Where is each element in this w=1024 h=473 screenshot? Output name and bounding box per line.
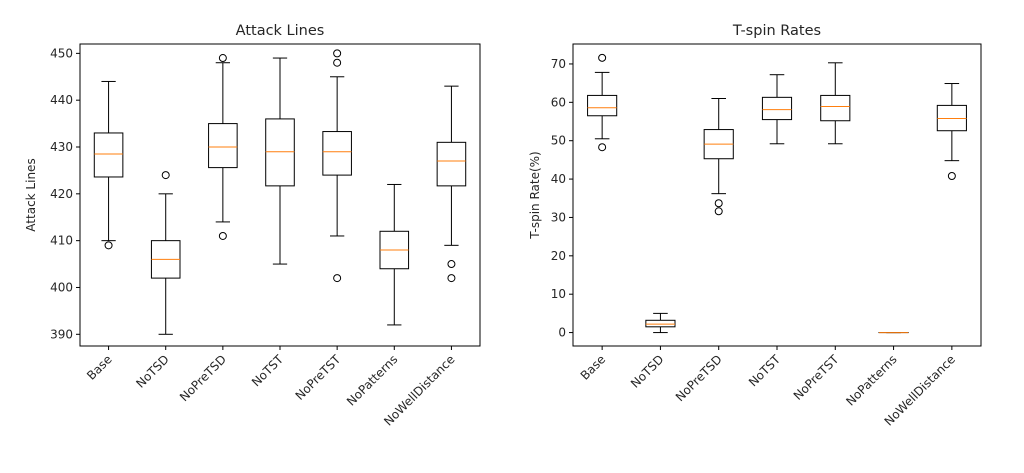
box-nopretst: [821, 63, 850, 144]
outlier-point: [448, 261, 455, 268]
box-body: [821, 95, 850, 120]
box-body: [646, 320, 675, 327]
outlier-point: [219, 55, 226, 62]
y-tick-label: 30: [551, 210, 566, 224]
y-tick-label: 50: [551, 134, 566, 148]
box-notst: [266, 58, 295, 264]
x-tick-label: NoTSD: [628, 352, 667, 391]
box-base: [588, 54, 617, 150]
chart-title: Attack Lines: [236, 23, 325, 39]
chart-title: T-spin Rates: [732, 23, 821, 39]
x-tick-label: NoTSD: [133, 352, 172, 391]
x-tick-label: NoPreTSD: [673, 352, 725, 404]
y-tick-label: 410: [50, 234, 73, 248]
box-body: [94, 133, 123, 177]
tspin-rates-chart: T-spin Rates T-spin Rate(%) 0 10 20 30 40 50 6…: [528, 23, 981, 429]
box-base: [94, 81, 123, 248]
x-tick-label: NoPreTST: [791, 352, 842, 403]
y-tick-label: 430: [50, 140, 73, 154]
box-nopretsd: [704, 98, 733, 214]
box-body: [588, 95, 617, 115]
box-notsd: [646, 313, 675, 332]
outlier-point: [948, 173, 955, 180]
box-nowelldistance: [937, 84, 966, 180]
outlier-point: [715, 200, 722, 207]
y-axis-label: T-spin Rate(%): [528, 151, 542, 239]
x-tick-label: NoPreTST: [293, 352, 344, 403]
box-body: [762, 97, 791, 119]
y-tick-label: 420: [50, 187, 73, 201]
box-body: [323, 132, 352, 176]
x-tick-label: NoPatterns: [344, 352, 400, 408]
x-tick-label: NoTST: [249, 352, 287, 390]
box-body: [437, 142, 466, 186]
outlier-point: [715, 208, 722, 215]
box-notst: [762, 75, 791, 144]
x-tick-label: Base: [84, 352, 115, 383]
outlier-point: [219, 232, 226, 239]
outlier-point: [334, 275, 341, 282]
box-body: [209, 124, 238, 168]
outlier-point: [105, 242, 112, 249]
box-body: [266, 119, 295, 186]
box-notsd: [151, 172, 180, 335]
outlier-point: [334, 59, 341, 66]
x-tick-label: NoPatterns: [843, 352, 899, 408]
y-axis-label: Attack Lines: [24, 158, 38, 231]
y-tick-label: 60: [551, 95, 566, 109]
box-nopretst: [323, 50, 352, 282]
y-tick-label: 440: [50, 93, 73, 107]
x-tick-label: NoTST: [746, 352, 784, 390]
y-tick-label: 40: [551, 172, 566, 186]
outlier-point: [599, 144, 606, 151]
x-tick-label: NoPreTSD: [177, 352, 229, 404]
y-tick-label: 390: [50, 327, 73, 341]
outlier-point: [334, 50, 341, 57]
box-nowelldistance: [437, 86, 466, 281]
outlier-point: [448, 275, 455, 282]
y-tick-label: 400: [50, 280, 73, 294]
box-nopatterns: [380, 184, 409, 324]
y-tick-label: 450: [50, 46, 73, 60]
y-tick-label: 10: [551, 287, 566, 301]
outlier-point: [162, 172, 169, 179]
box-nopretsd: [209, 55, 238, 240]
attack-lines-chart: Attack Lines Attack Lines 390 400 410 420 43…: [24, 23, 480, 429]
y-tick-label: 20: [551, 249, 566, 263]
outlier-point: [599, 54, 606, 61]
x-tick-label: Base: [578, 352, 609, 383]
y-tick-label: 0: [558, 326, 566, 340]
y-tick-label: 70: [551, 57, 566, 71]
